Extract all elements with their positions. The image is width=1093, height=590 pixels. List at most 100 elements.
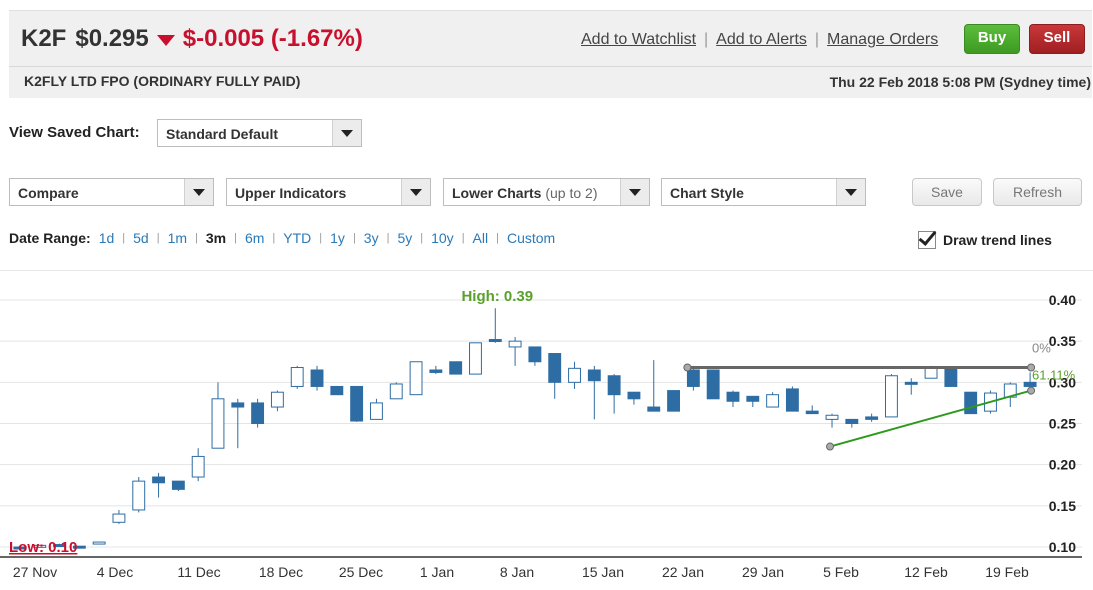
draw-trend-lines-toggle[interactable]: Draw trend lines <box>918 231 1052 249</box>
chevron-down-icon <box>184 179 213 205</box>
trend-handle <box>1027 363 1036 372</box>
candle <box>231 398 245 449</box>
candle-body <box>171 480 185 490</box>
candle <box>469 342 482 375</box>
candle-body <box>686 369 700 387</box>
range-separator: | <box>156 232 160 244</box>
candle-body <box>53 544 66 548</box>
range-custom[interactable]: Custom <box>506 230 556 246</box>
candle <box>211 382 225 449</box>
candle-body <box>785 388 799 412</box>
candle <box>350 385 364 422</box>
candle <box>33 544 47 548</box>
range-1d[interactable]: 1d <box>98 230 115 246</box>
candlestick-series <box>13 308 1037 550</box>
candle-body <box>211 398 225 449</box>
candle <box>132 477 146 513</box>
candle-body <box>805 410 819 415</box>
low-annotation: Low: 0.10 <box>9 539 77 556</box>
candle-body <box>746 395 760 402</box>
range-separator: | <box>122 232 126 244</box>
range-1m[interactable]: 1m <box>167 230 188 246</box>
candle-body <box>488 339 502 343</box>
add-to-watchlist-link[interactable]: Add to Watchlist <box>581 31 697 48</box>
range-6m[interactable]: 6m <box>244 230 265 246</box>
candle <box>548 353 562 399</box>
upper-indicators-select[interactable]: Upper Indicators <box>226 178 431 206</box>
candle <box>449 361 463 375</box>
range-5y[interactable]: 5y <box>397 230 413 246</box>
x-tick-label: 27 Nov <box>13 564 57 580</box>
candle <box>825 413 839 428</box>
y-tick-label: 0.35 <box>1049 333 1076 349</box>
candle-body <box>726 391 740 402</box>
trend-handle <box>683 363 692 372</box>
range-ytd[interactable]: YTD <box>283 230 312 246</box>
candle-body <box>825 414 839 420</box>
lower-charts-hint: (up to 2) <box>545 185 598 201</box>
refresh-button[interactable]: Refresh <box>993 178 1082 206</box>
add-to-alerts-link[interactable]: Add to Alerts <box>716 31 807 48</box>
save-button[interactable]: Save <box>912 178 982 206</box>
candle <box>152 472 166 498</box>
y-tick-label: 0.25 <box>1049 416 1076 432</box>
candle <box>805 405 819 415</box>
ticker-symbol: K2F <box>21 25 67 52</box>
range-separator: | <box>234 232 237 244</box>
candle <box>528 346 542 366</box>
compare-select[interactable]: Compare <box>9 178 214 206</box>
candle <box>330 385 344 396</box>
candle <box>290 365 304 389</box>
x-axis-labels: 27 Nov 4 Dec 11 Dec 18 Dec 25 Dec 1 Jan 8 Jan 1… <box>13 564 1029 580</box>
candle-body <box>270 391 284 408</box>
price-chart[interactable]: 0.40 0.35 0.30 0.25 0.20 0.15 0.10 27 Nov 4 Dec… <box>0 270 1093 590</box>
candle <box>944 367 958 387</box>
chart-style-select[interactable]: Chart Style <box>661 178 866 206</box>
candle-body <box>310 369 324 387</box>
range-1y[interactable]: 1y <box>330 230 345 246</box>
candle <box>191 448 205 482</box>
candle-body <box>449 361 463 375</box>
candle-body <box>112 513 126 523</box>
range-all[interactable]: All <box>472 230 489 246</box>
candle-body <box>865 416 879 420</box>
candle-body <box>766 394 780 408</box>
lower-charts-select[interactable]: Lower Charts (up to 2) <box>443 178 650 206</box>
range-5d[interactable]: 5d <box>133 230 149 246</box>
company-name: K2FLY LTD FPO (ORDINARY FULLY PAID) <box>24 73 301 89</box>
candle <box>904 378 918 395</box>
x-tick-label: 12 Feb <box>904 564 948 580</box>
candle-body <box>251 402 265 425</box>
x-tick-label: 19 Feb <box>985 564 1029 580</box>
candle <box>92 541 106 545</box>
link-separator: | <box>814 31 820 48</box>
candle <box>706 369 720 400</box>
sell-button[interactable]: Sell <box>1029 24 1085 54</box>
candle <box>587 365 601 420</box>
x-tick-label: 18 Dec <box>259 564 303 580</box>
candle <box>270 390 284 412</box>
trend-handle <box>826 442 835 451</box>
y-tick-label: 0.30 <box>1049 374 1076 390</box>
candle <box>251 398 265 428</box>
buy-button[interactable]: Buy <box>964 24 1020 54</box>
compare-label: Compare <box>18 185 79 201</box>
candle <box>885 374 898 418</box>
candle <box>370 398 383 420</box>
chevron-down-icon <box>620 179 649 205</box>
chevron-down-icon <box>401 179 430 205</box>
range-3y[interactable]: 3y <box>363 230 379 246</box>
saved-chart-label: View Saved Chart: <box>9 124 140 141</box>
manage-orders-link[interactable]: Manage Orders <box>827 31 939 48</box>
range-separator: | <box>386 232 390 244</box>
saved-chart-select[interactable]: Standard Default <box>157 119 362 147</box>
candle <box>112 509 126 524</box>
candle <box>488 308 502 343</box>
range-3m[interactable]: 3m <box>205 230 227 246</box>
range-10y[interactable]: 10y <box>431 230 454 246</box>
candle-body <box>904 381 918 385</box>
fib-level-61-label: 61.11% <box>1032 368 1076 383</box>
y-axis-labels: 0.40 0.35 0.30 0.25 0.20 0.15 0.10 <box>1049 292 1076 555</box>
checkbox-checked-icon[interactable] <box>918 231 936 249</box>
candle <box>766 392 780 408</box>
